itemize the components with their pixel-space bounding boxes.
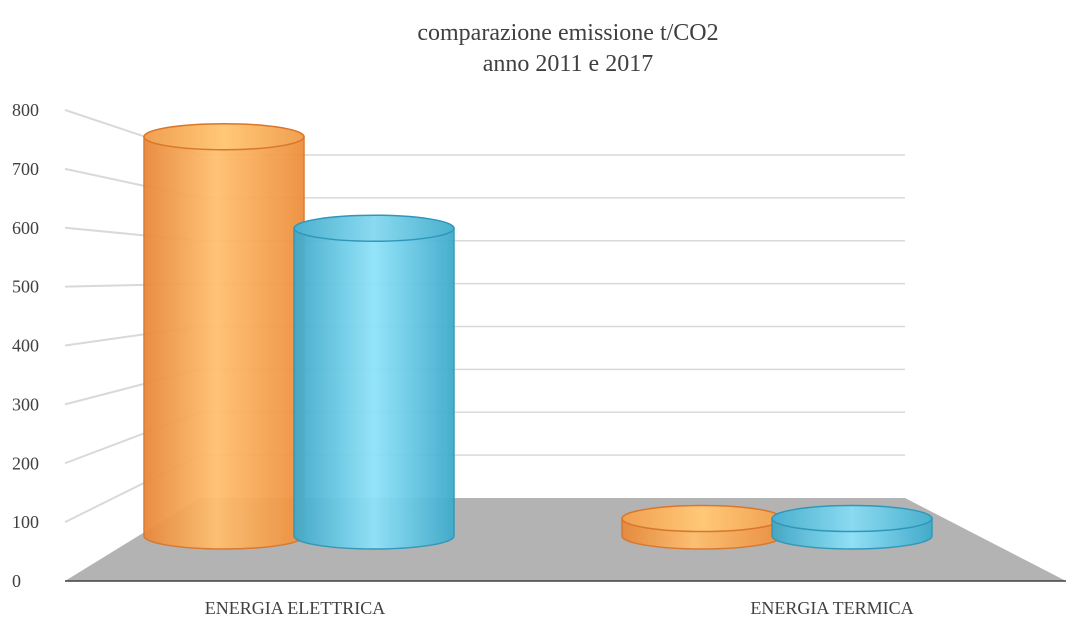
x-category-label: ENERGIA TERMICA (750, 598, 913, 618)
y-tick-label: 700 (12, 159, 39, 179)
bar-top-series-2-1 (293, 214, 455, 242)
y-tick-label: 100 (12, 512, 39, 532)
bar-series-1-1 (143, 135, 305, 550)
y-tick-label: 400 (12, 336, 39, 356)
chart-title: comparazione emissione t/CO2 (417, 20, 718, 46)
y-tick-label: 800 (12, 100, 39, 120)
y-tick-label: 600 (12, 218, 39, 238)
chart-subtitle: anno 2011 e 2017 (483, 51, 653, 77)
y-tick-label: 300 (12, 394, 39, 414)
bar-series-2-1 (293, 227, 455, 550)
x-category-label: ENERGIA ELETTRICA (205, 598, 385, 618)
bar-top-series-1-1 (143, 122, 305, 151)
bar-top-series-1-2 (621, 504, 783, 533)
y-tick-label: 0 (12, 571, 21, 591)
y-tick-label: 500 (12, 277, 39, 297)
y-tick-label: 200 (12, 453, 39, 473)
bar-top-series-2-2 (771, 504, 933, 533)
